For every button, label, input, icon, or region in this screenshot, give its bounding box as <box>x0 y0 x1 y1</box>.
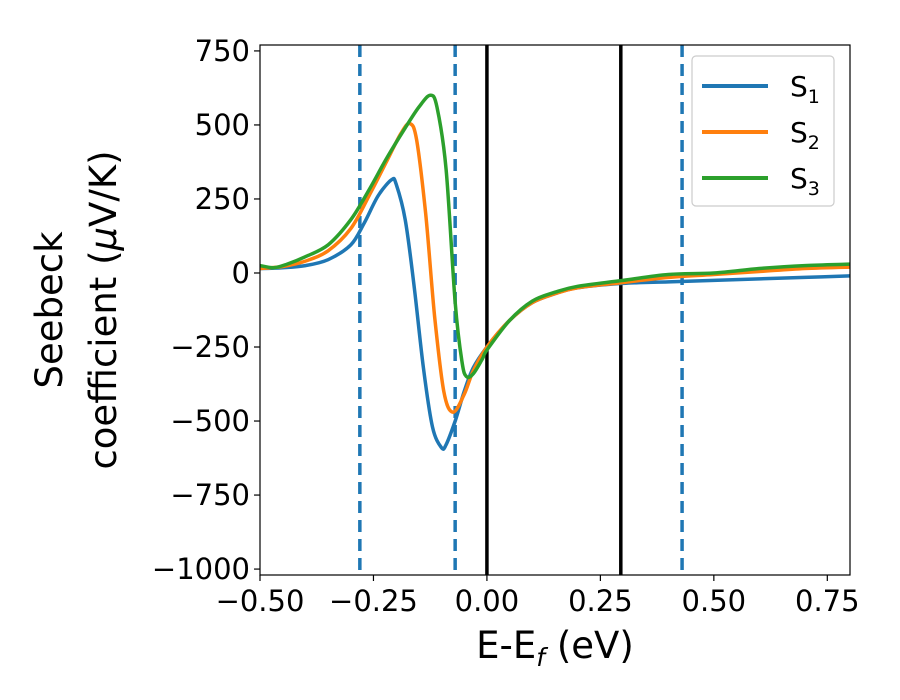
y-axis-label: Seebeck coefficient (μV/K) <box>28 150 125 469</box>
x-tick-label: 0.50 <box>682 584 747 618</box>
x-axis-label-main: E-E <box>476 624 536 667</box>
series-lines <box>260 93 850 451</box>
series-line-s3 <box>260 93 850 380</box>
y-tick-label: 0 <box>232 256 250 290</box>
y-tick-label: 750 <box>195 34 250 68</box>
x-tick-label: −0.25 <box>329 584 418 618</box>
reference-lines <box>358 45 684 575</box>
legend-label-s1: S1 <box>790 70 820 108</box>
y-axis-ticks: 750 500 250 0 −250 −500 −750 −1000 <box>152 34 260 586</box>
y-axis-label-mu: μ <box>82 227 125 252</box>
x-tick-label: −0.50 <box>216 584 305 618</box>
series-line-s1 <box>260 176 850 451</box>
series-line-s2 <box>260 121 850 414</box>
x-tick-label: 0.25 <box>568 584 633 618</box>
x-tick-label: 0.00 <box>455 584 520 618</box>
x-axis-label: E-Ef (eV) <box>476 624 634 672</box>
y-axis-label-line2: coefficient (μV/K) <box>82 150 125 469</box>
x-axis-ticks: −0.50 −0.25 0.00 0.25 0.50 0.75 <box>216 575 860 618</box>
y-tick-label: −750 <box>170 478 250 512</box>
legend: S1 S2 S3 <box>691 55 835 207</box>
y-axis-label-post: V/K) <box>82 150 125 226</box>
y-tick-label: −500 <box>170 404 250 438</box>
x-tick-label: 0.75 <box>795 584 860 618</box>
legend-label-s3: S3 <box>790 162 820 200</box>
y-tick-label: 250 <box>195 182 250 216</box>
plot-frame <box>259 44 851 576</box>
y-tick-label: 500 <box>195 108 250 142</box>
y-tick-label: −1000 <box>152 552 250 586</box>
legend-label-s2: S2 <box>790 116 820 154</box>
y-axis-label-line1: Seebeck <box>28 231 71 389</box>
y-axis-label-pre: coefficient ( <box>82 250 125 469</box>
x-axis-label-suffix: (eV) <box>545 624 634 667</box>
y-tick-label: −250 <box>170 330 250 364</box>
